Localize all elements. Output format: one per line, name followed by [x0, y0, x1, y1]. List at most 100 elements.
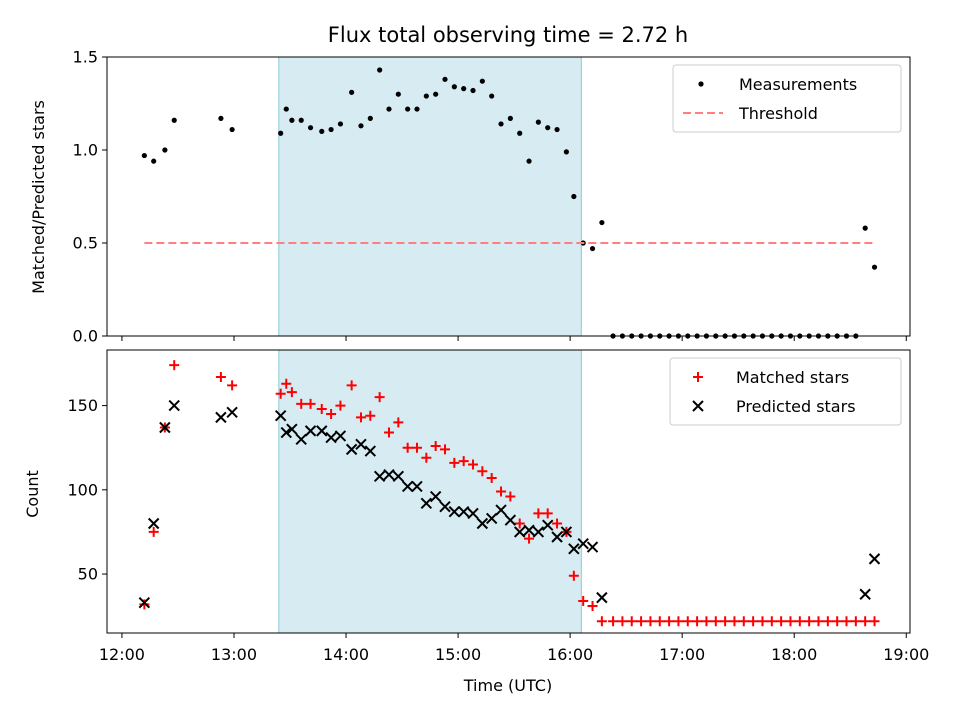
- matched-star-point: [869, 616, 880, 627]
- matched-star-point: [542, 508, 553, 519]
- matched-star-point: [720, 616, 731, 627]
- predicted-star-point: [304, 425, 317, 437]
- legend-box: [669, 357, 902, 426]
- measurement-point: [423, 93, 429, 99]
- matched-star-point: [804, 616, 815, 627]
- predicted-star-point: [542, 519, 554, 531]
- measurement-point: [535, 119, 541, 125]
- legend-label: Threshold: [738, 104, 818, 123]
- measurement-point: [278, 130, 284, 136]
- predicted-star-point: [286, 423, 298, 435]
- measurement-point: [151, 158, 157, 164]
- matched-star-point: [785, 616, 796, 627]
- predicted-star-point: [495, 504, 507, 516]
- matched-star-point: [365, 410, 376, 421]
- predicted-star-point: [467, 507, 479, 520]
- matched-star-point: [275, 388, 286, 399]
- predicted-star-point: [364, 445, 377, 457]
- matched-star-point: [169, 360, 180, 371]
- predicted-star-point: [504, 514, 517, 526]
- matched-star-point: [729, 616, 740, 627]
- xtick-label: 16:00: [547, 645, 593, 664]
- matched-star-point: [335, 400, 346, 411]
- matched-star-point: [215, 371, 226, 382]
- matched-star-point: [421, 452, 432, 463]
- measurement-point: [871, 264, 878, 270]
- predicted-star-point: [355, 438, 367, 451]
- measurement-point: [162, 147, 168, 153]
- xtick-label: 14:00: [323, 645, 369, 664]
- predicted-star-point: [439, 500, 451, 513]
- measurement-point: [358, 123, 364, 129]
- matched-star-point: [748, 616, 759, 627]
- measurement-point: [386, 106, 392, 112]
- matched-star-point: [281, 378, 292, 389]
- matched-star-point: [326, 409, 337, 420]
- predicted-star-point: [274, 409, 287, 422]
- count-ytick-label: 150: [67, 396, 98, 415]
- matched-star-point: [496, 486, 507, 497]
- legend-label: Measurements: [739, 75, 857, 94]
- measurement-point: [451, 84, 457, 90]
- ratio-ytick-label: 1.5: [73, 48, 98, 67]
- matched-star-point: [449, 457, 460, 468]
- measurement-point: [395, 91, 401, 97]
- count-series-1: [138, 399, 881, 609]
- xtick-label: 13:00: [211, 645, 257, 664]
- predicted-star-point: [215, 411, 227, 424]
- predicted-star-point: [325, 431, 337, 444]
- matched-star-point: [757, 616, 768, 627]
- measurement-point: [563, 149, 569, 155]
- matched-star-point: [645, 616, 656, 627]
- legend-label: Matched stars: [736, 368, 849, 387]
- predicted-star-point: [513, 526, 526, 538]
- matched-star-point: [374, 392, 385, 403]
- predicted-star-point: [868, 553, 881, 565]
- predicted-star-point: [532, 526, 545, 538]
- xtick-label: 19:00: [883, 645, 929, 664]
- predicted-star-point: [280, 426, 292, 439]
- ratio-legend: Measurements Threshold: [672, 64, 902, 133]
- predicted-star-point: [448, 506, 461, 518]
- measurement-point: [862, 225, 868, 231]
- matched-star-point: [430, 441, 441, 452]
- matched-star-point: [776, 616, 787, 627]
- ratio-panel-ylabel: Matched/Predicted stars: [29, 100, 48, 294]
- count-ytick-label: 50: [78, 565, 98, 584]
- measurement-point: [171, 117, 177, 123]
- matched-star-point: [505, 491, 516, 502]
- measurement-point: [414, 106, 420, 112]
- predicted-star-point: [560, 526, 573, 538]
- matched-star-point: [596, 616, 607, 627]
- ratio-ytick-label: 0.5: [73, 234, 98, 253]
- measurement-point: [599, 219, 605, 226]
- chart-title: Flux total observing time = 2.72 h: [328, 23, 688, 47]
- ratio-ytick-label: 0.0: [73, 327, 98, 346]
- matched-star-point: [468, 459, 479, 470]
- matched-star-point: [682, 616, 693, 627]
- matched-star-point: [617, 616, 628, 627]
- measurement-point: [433, 91, 439, 97]
- count-observing-span: [278, 350, 582, 633]
- predicted-star-point: [392, 470, 405, 483]
- predicted-star-point: [596, 591, 608, 604]
- ratio-frame: [106, 56, 911, 337]
- measurement-point: [589, 245, 596, 252]
- predicted-star-point: [168, 399, 180, 412]
- predicted-star-point: [373, 470, 386, 483]
- matched-star-point: [766, 616, 777, 627]
- legend-predicted-swatch: [692, 400, 704, 412]
- matched-star-point: [411, 442, 422, 453]
- matched-star-point: [608, 616, 619, 627]
- measurement-point: [517, 130, 523, 136]
- predicted-star-point: [429, 490, 442, 503]
- count-panel-ylabel: Count: [23, 470, 42, 518]
- measurement-point: [405, 106, 411, 112]
- matched-star-point: [850, 616, 861, 627]
- legend-label: Predicted stars: [736, 397, 856, 416]
- measurement-point: [319, 128, 325, 134]
- xtick-label: 17:00: [659, 645, 705, 664]
- matched-star-point: [296, 398, 307, 409]
- measurement-point: [571, 193, 577, 200]
